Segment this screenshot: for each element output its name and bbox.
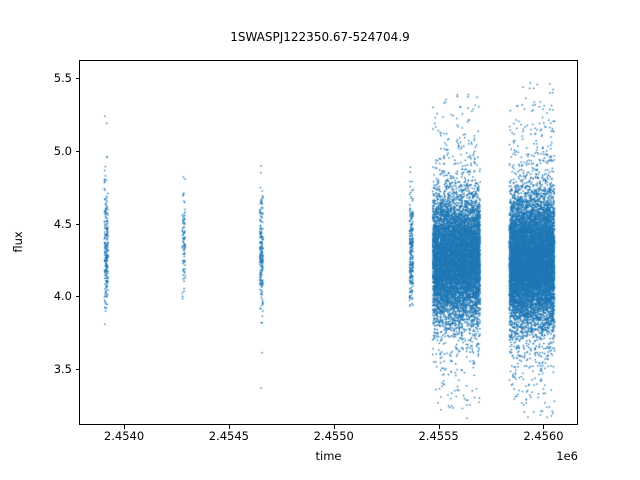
page-title: 1SWASPJ122350.67-524704.9	[230, 30, 410, 44]
y-tick-mark	[75, 368, 79, 370]
x-tick-label: 2.4545	[208, 429, 249, 443]
y-tick-mark	[75, 78, 79, 80]
y-tick-label: 5.5	[53, 71, 72, 86]
x-tick-label: 2.4555	[418, 429, 459, 443]
x-tick-mark	[543, 425, 545, 429]
y-tick-mark	[75, 223, 79, 225]
y-tick-label: 4.5	[53, 216, 72, 231]
x-tick-mark	[228, 425, 230, 429]
x-tick-mark	[124, 425, 126, 429]
x-tick-label: 2.4550	[313, 429, 354, 443]
x-axis-label: time	[315, 449, 342, 463]
y-tick-mark	[75, 296, 79, 298]
y-axis-label: flux	[11, 231, 25, 253]
y-tick-label: 4.0	[53, 289, 72, 304]
x-tick-mark	[333, 425, 335, 429]
y-tick-mark	[75, 151, 79, 153]
x-tick-label: 2.4540	[103, 429, 145, 443]
x-axis-offset-label: 1e6	[556, 449, 578, 463]
x-tick-mark	[438, 425, 440, 429]
y-tick-label: 3.5	[53, 361, 72, 376]
y-tick-label: 5.0	[53, 144, 72, 159]
scatter-plot-canvas	[80, 61, 577, 424]
plot-axes	[79, 60, 578, 425]
x-tick-label: 2.4560	[523, 429, 564, 443]
